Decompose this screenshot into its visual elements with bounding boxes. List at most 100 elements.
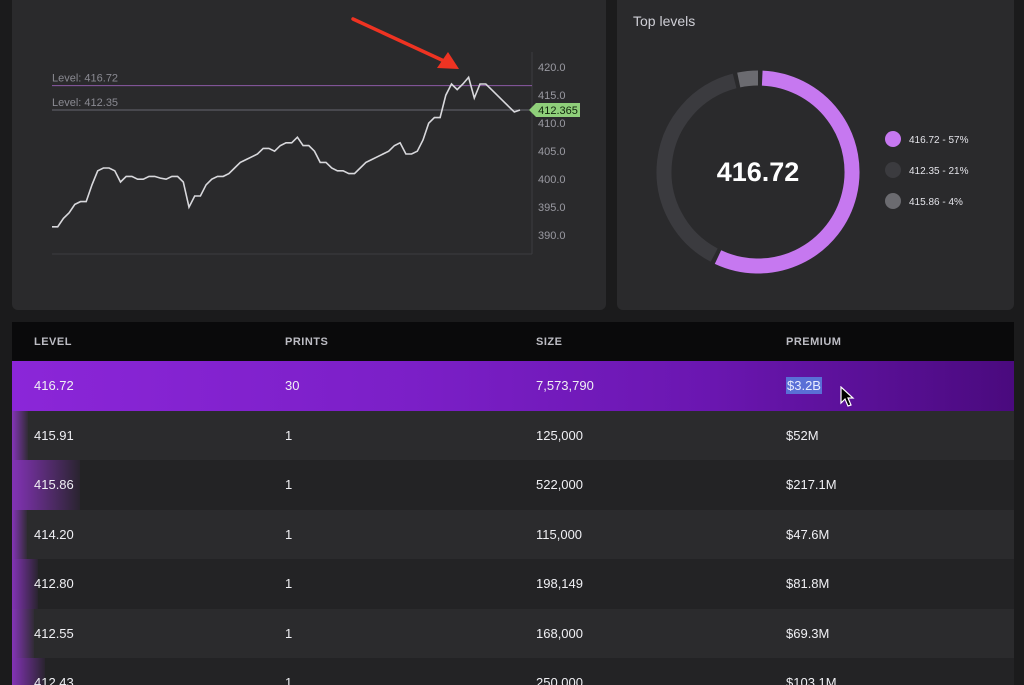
top-levels-title: Top levels bbox=[633, 13, 696, 29]
donut-segment[interactable] bbox=[714, 70, 860, 274]
levels-table: LEVEL PRINTS SIZE PREMIUM 416.72 30 7,573,… bbox=[12, 322, 1014, 685]
legend-label: 412.35 - 21% bbox=[909, 166, 969, 177]
cell-premium: $52M bbox=[786, 411, 819, 461]
y-tick-label: 415.0 bbox=[538, 90, 566, 102]
donut-segment[interactable] bbox=[737, 70, 759, 88]
header-premium[interactable]: PREMIUM bbox=[786, 336, 842, 348]
cell-size-text: 115,000 bbox=[536, 526, 583, 542]
y-tick-label: 395.0 bbox=[538, 202, 566, 214]
top-levels-donut-chart: 416.72 416.72 - 57% 412.35 - 21% 415.86 - … bbox=[656, 70, 969, 274]
level-line-label: Level: 416.72 bbox=[52, 73, 118, 85]
cell-size-text: 125,000 bbox=[536, 427, 583, 443]
cell-size: 250,000 bbox=[536, 658, 583, 685]
table-header: LEVEL PRINTS SIZE PREMIUM bbox=[12, 322, 1014, 361]
cell-premium-text: $3.2B bbox=[786, 377, 822, 395]
cell-prints: 1 bbox=[285, 609, 292, 659]
cell-level-text: 412.80 bbox=[34, 576, 74, 592]
cell-size: 115,000 bbox=[536, 510, 582, 560]
cell-premium-text: $52M bbox=[786, 427, 819, 443]
cell-size: 7,573,790 bbox=[536, 361, 594, 411]
cell-prints: 1 bbox=[285, 658, 292, 685]
cell-premium: $81.8M bbox=[786, 559, 829, 609]
cell-size-text: 168,000 bbox=[536, 625, 583, 641]
top-levels-panel: Top levels 416.72 416.72 - 57% 412.35 - 2… bbox=[617, 0, 1014, 310]
price-line bbox=[52, 75, 521, 228]
cell-level: 412.55 bbox=[34, 609, 74, 659]
cell-prints: 1 bbox=[285, 559, 292, 609]
cell-level: 415.91 bbox=[34, 411, 74, 461]
legend-label: 416.72 - 57% bbox=[909, 135, 969, 146]
y-tick-label: 400.0 bbox=[538, 174, 566, 186]
cell-size-text: 198,149 bbox=[536, 576, 583, 592]
cell-level: 412.43 bbox=[34, 658, 74, 685]
header-size[interactable]: SIZE bbox=[536, 336, 563, 348]
current-price-tag: 412.365 bbox=[529, 102, 580, 117]
cell-premium: $103.1M bbox=[786, 658, 837, 685]
y-tick-label: 405.0 bbox=[538, 146, 566, 158]
cell-premium-text: $217.1M bbox=[786, 477, 837, 493]
cell-level-text: 412.55 bbox=[34, 625, 74, 641]
table-row[interactable]: 412.55 1 168,000 $69.3M bbox=[12, 608, 1014, 659]
cell-prints: 1 bbox=[285, 411, 292, 461]
size-bar bbox=[12, 608, 35, 658]
table-row[interactable]: 412.80 1 198,149 $81.8M bbox=[12, 559, 1014, 609]
header-prints[interactable]: PRINTS bbox=[285, 336, 329, 348]
cell-prints-text: 1 bbox=[285, 526, 293, 542]
cell-prints-text: 1 bbox=[285, 477, 293, 493]
cell-size-text: 250,000 bbox=[536, 675, 583, 685]
size-bar bbox=[12, 509, 28, 559]
table-row[interactable]: 415.91 1 125,000 $52M bbox=[12, 410, 1014, 461]
cell-level-text: 416.72 bbox=[34, 378, 74, 394]
legend-swatch bbox=[885, 131, 901, 147]
cell-prints: 1 bbox=[285, 510, 292, 560]
cell-premium: $47.6M bbox=[786, 510, 829, 560]
cell-size: 125,000 bbox=[536, 411, 583, 461]
price-chart: Level: 416.72 Level: 412.35 420.0 415.0 410… bbox=[52, 17, 580, 255]
mouse-cursor-icon bbox=[840, 386, 855, 407]
donut-segment[interactable] bbox=[656, 73, 737, 262]
cell-prints-text: 30 bbox=[285, 378, 300, 394]
cell-premium-text: $81.8M bbox=[786, 576, 830, 592]
cell-size-text: 522,000 bbox=[536, 477, 583, 493]
size-bar bbox=[12, 658, 46, 685]
table-body: 416.72 30 7,573,790 $3.2B 415.91 1 125,000 $52M… bbox=[12, 361, 1014, 685]
y-tick-label: 390.0 bbox=[538, 230, 566, 242]
cell-premium: $3.2B bbox=[786, 361, 822, 411]
cell-size: 522,000 bbox=[536, 460, 583, 510]
red-arrow-annotation bbox=[351, 17, 459, 69]
cell-level-text: 415.86 bbox=[34, 477, 74, 493]
cell-size: 198,149 bbox=[536, 559, 583, 609]
table-row[interactable]: 414.20 1 115,000 $47.6M bbox=[12, 509, 1014, 560]
cell-level: 416.72 bbox=[34, 361, 74, 411]
cell-prints-text: 1 bbox=[285, 576, 293, 592]
cell-level-text: 412.43 bbox=[34, 675, 74, 685]
cell-level-text: 414.20 bbox=[34, 526, 74, 542]
cell-prints-text: 1 bbox=[285, 675, 293, 685]
cell-premium-text: $47.6M bbox=[786, 526, 830, 542]
cell-prints-text: 1 bbox=[285, 625, 293, 641]
table-row[interactable]: 415.86 1 522,000 $217.1M bbox=[12, 460, 1014, 510]
y-tick-label: 410.0 bbox=[538, 118, 566, 130]
donut-center-value: 416.72 bbox=[717, 157, 800, 187]
cell-level-text: 415.91 bbox=[34, 427, 74, 443]
cell-premium-text: $103.1M bbox=[786, 675, 837, 685]
cell-prints: 1 bbox=[285, 460, 292, 510]
y-tick-label: 420.0 bbox=[538, 62, 566, 74]
cell-prints: 30 bbox=[285, 361, 299, 411]
cell-level: 412.80 bbox=[34, 559, 74, 609]
legend-swatch bbox=[885, 162, 901, 178]
cell-premium: $217.1M bbox=[786, 460, 837, 510]
size-bar bbox=[12, 410, 29, 460]
header-level[interactable]: LEVEL bbox=[34, 336, 72, 348]
current-price-label: 412.365 bbox=[538, 105, 578, 117]
table-row[interactable]: 412.43 1 250,000 $103.1M bbox=[12, 658, 1014, 685]
cell-size: 168,000 bbox=[536, 609, 583, 659]
cell-premium: $69.3M bbox=[786, 609, 829, 659]
table-row[interactable]: 416.72 30 7,573,790 $3.2B bbox=[12, 361, 1014, 411]
legend-swatch bbox=[885, 193, 901, 209]
cell-premium-text: $69.3M bbox=[786, 625, 830, 641]
level-line-label: Level: 412.35 bbox=[52, 97, 118, 109]
cell-prints-text: 1 bbox=[285, 427, 293, 443]
size-bar bbox=[12, 559, 39, 609]
size-bar bbox=[12, 460, 81, 510]
